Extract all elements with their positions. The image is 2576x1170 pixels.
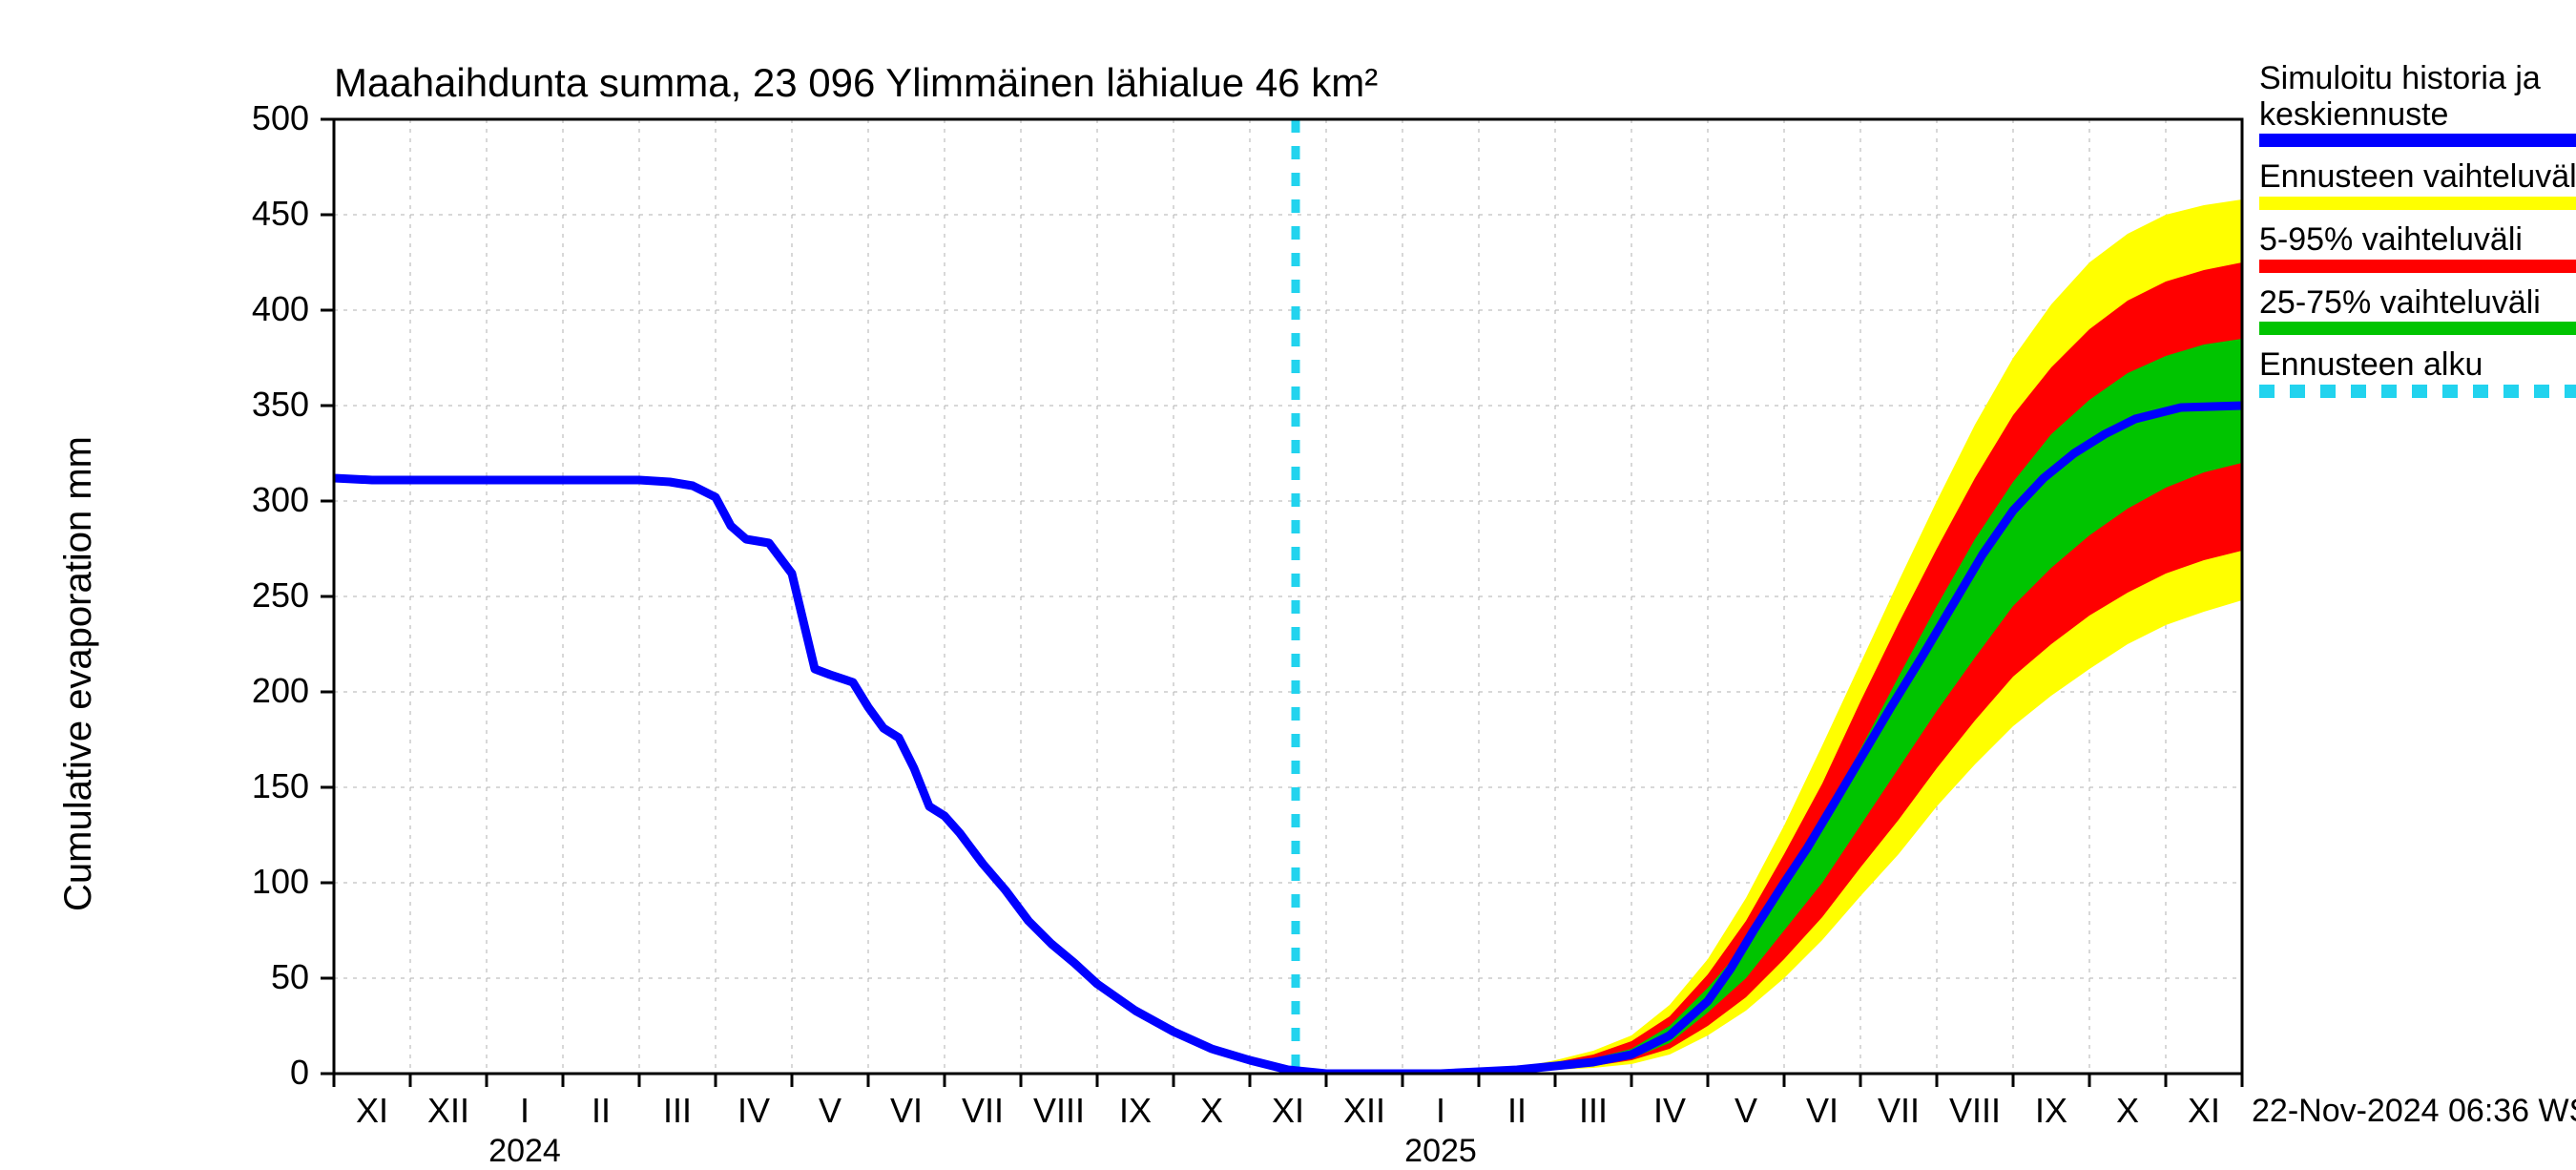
month-label: I bbox=[1412, 1091, 1469, 1131]
y-tick-label: 300 bbox=[252, 480, 309, 520]
year-label: 2024 bbox=[477, 1133, 572, 1170]
month-label: IX bbox=[1107, 1091, 1164, 1131]
month-label: VII bbox=[954, 1091, 1011, 1131]
month-label: XII bbox=[420, 1091, 477, 1131]
month-label: X bbox=[1183, 1091, 1240, 1131]
y-tick-label: 500 bbox=[252, 98, 309, 138]
month-label: IV bbox=[725, 1091, 782, 1131]
y-tick-label: 400 bbox=[252, 289, 309, 329]
legend-entry: Ennusteen alku bbox=[2259, 348, 2576, 398]
legend-label: Ennusteen vaihteluväli bbox=[2259, 160, 2576, 195]
legend-entry: 25-75% vaihteluväli bbox=[2259, 286, 2576, 336]
legend: Simuloitu historia jakeskiennuste Ennuste… bbox=[2259, 62, 2576, 411]
month-label: X bbox=[2099, 1091, 2156, 1131]
y-tick-label: 450 bbox=[252, 194, 309, 234]
y-tick-label: 50 bbox=[271, 957, 309, 997]
y-tick-label: 150 bbox=[252, 766, 309, 806]
month-label: VIII bbox=[1030, 1091, 1088, 1131]
chart-container: Maahaihdunta summa, 23 096 Ylimmäinen lä… bbox=[0, 0, 2576, 1145]
chart-footer: 22-Nov-2024 06:36 WSFS-O bbox=[2252, 1093, 2576, 1130]
month-label: XI bbox=[343, 1091, 401, 1131]
month-label: XI bbox=[1259, 1091, 1317, 1131]
month-label: XI bbox=[2175, 1091, 2233, 1131]
legend-label: Simuloitu historia ja bbox=[2259, 62, 2576, 96]
month-label: V bbox=[801, 1091, 859, 1131]
legend-swatch bbox=[2259, 385, 2576, 398]
legend-swatch bbox=[2259, 134, 2576, 147]
month-label: IV bbox=[1641, 1091, 1698, 1131]
y-tick-label: 200 bbox=[252, 671, 309, 711]
legend-entry: 5-95% vaihteluväli bbox=[2259, 223, 2576, 273]
legend-entry: Simuloitu historia jakeskiennuste bbox=[2259, 62, 2576, 147]
legend-swatch bbox=[2259, 322, 2576, 335]
y-tick-label: 350 bbox=[252, 385, 309, 425]
year-label: 2025 bbox=[1393, 1133, 1488, 1170]
month-label: I bbox=[496, 1091, 553, 1131]
chart-plot bbox=[0, 0, 2576, 1145]
y-tick-label: 0 bbox=[290, 1053, 309, 1093]
y-tick-label: 250 bbox=[252, 575, 309, 616]
month-label: II bbox=[1488, 1091, 1546, 1131]
legend-label: 5-95% vaihteluväli bbox=[2259, 223, 2576, 258]
month-label: II bbox=[572, 1091, 630, 1131]
month-label: VI bbox=[1794, 1091, 1851, 1131]
month-label: XII bbox=[1336, 1091, 1393, 1131]
legend-swatch bbox=[2259, 197, 2576, 210]
y-tick-label: 100 bbox=[252, 862, 309, 902]
month-label: IX bbox=[2023, 1091, 2080, 1131]
month-label: VI bbox=[878, 1091, 935, 1131]
legend-label: Ennusteen alku bbox=[2259, 348, 2576, 383]
month-label: VIII bbox=[1946, 1091, 2004, 1131]
legend-swatch bbox=[2259, 260, 2576, 273]
month-label: III bbox=[1565, 1091, 1622, 1131]
month-label: III bbox=[649, 1091, 706, 1131]
legend-label: 25-75% vaihteluväli bbox=[2259, 286, 2576, 321]
legend-entry: Ennusteen vaihteluväli bbox=[2259, 160, 2576, 210]
legend-label: keskiennuste bbox=[2259, 98, 2576, 133]
month-label: VII bbox=[1870, 1091, 1927, 1131]
month-label: V bbox=[1717, 1091, 1775, 1131]
